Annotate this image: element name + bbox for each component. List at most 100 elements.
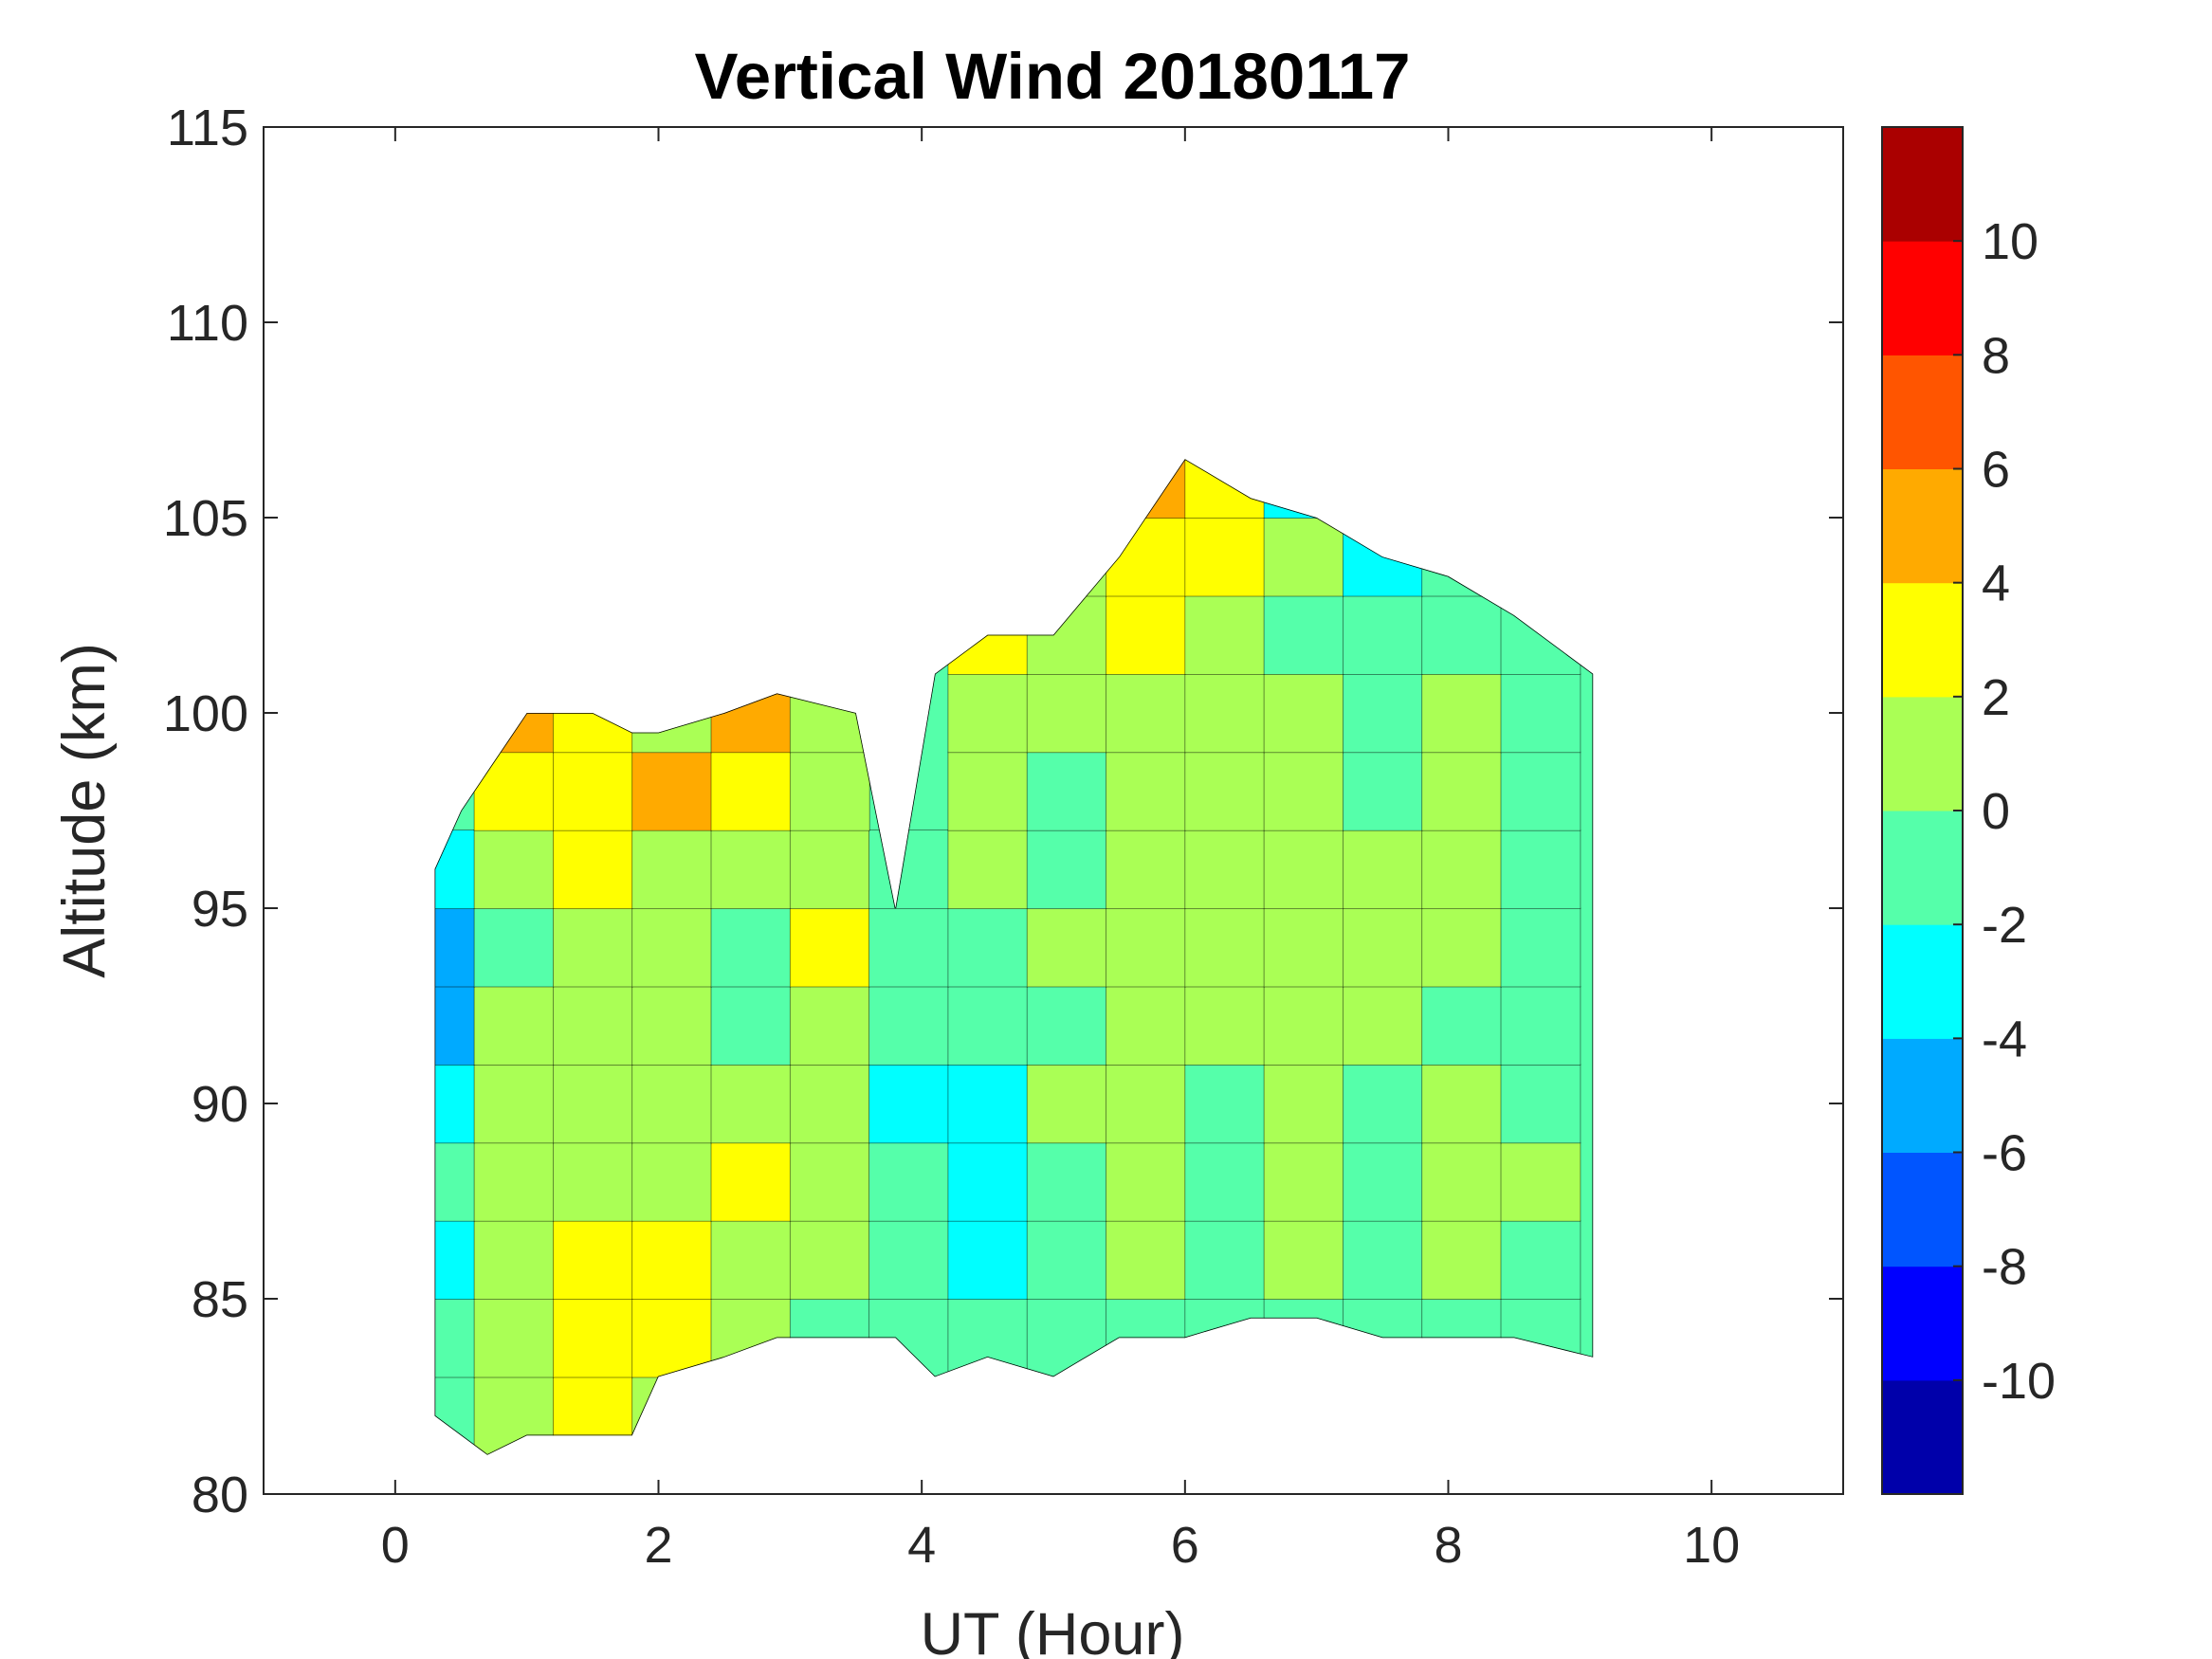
wind-cell	[553, 1141, 633, 1222]
y-tick-label: 110	[167, 295, 248, 352]
wind-cell	[1106, 986, 1186, 1066]
colorbar-tick-label: 6	[1982, 442, 2010, 499]
wind-cell	[1421, 1220, 1502, 1300]
wind-cell	[1263, 986, 1344, 1066]
wind-cell	[789, 1298, 870, 1378]
wind-cell	[1421, 907, 1502, 988]
wind-cell	[789, 1220, 870, 1300]
wind-cell	[1184, 1064, 1266, 1144]
wind-cell	[1421, 595, 1502, 675]
y-tick-label: 95	[192, 881, 248, 938]
wind-cell	[710, 751, 792, 831]
y-axis-label: Altitude (km)	[51, 643, 118, 978]
wind-cell	[1421, 1064, 1502, 1144]
wind-cell	[1343, 907, 1423, 988]
wind-cell	[868, 1298, 949, 1378]
wind-cell	[553, 907, 633, 988]
coverage-outline	[434, 459, 1594, 1455]
wind-cell	[1184, 673, 1266, 754]
wind-cell	[789, 986, 870, 1066]
wind-cell	[710, 1064, 792, 1144]
wind-cell	[1500, 907, 1581, 988]
wind-cell	[473, 751, 555, 831]
wind-cell	[631, 986, 713, 1066]
wind-cell	[710, 1298, 792, 1378]
wind-cell	[710, 673, 792, 754]
wind-cell	[868, 1141, 949, 1222]
wind-cell	[1184, 907, 1266, 988]
wind-cell	[631, 1220, 713, 1300]
wind-cell	[789, 1064, 870, 1144]
wind-cell	[1106, 907, 1186, 988]
wind-cell	[553, 1064, 633, 1144]
wind-cell	[1106, 1220, 1186, 1300]
wind-cell	[1106, 751, 1186, 831]
wind-cell	[1184, 986, 1266, 1066]
wind-cell	[1500, 1220, 1581, 1300]
wind-cell	[1343, 830, 1423, 909]
wind-cell	[553, 1220, 633, 1300]
wind-cell	[1026, 1220, 1107, 1300]
wind-cell	[1421, 830, 1502, 909]
wind-cell	[1263, 1064, 1344, 1144]
wind-cell	[1343, 751, 1423, 831]
colorbar-band	[1882, 811, 1963, 925]
wind-cell	[789, 751, 870, 831]
colorbar-band	[1882, 696, 1963, 811]
wind-cell	[868, 1064, 949, 1144]
wind-cell	[868, 830, 949, 909]
wind-cell	[1263, 673, 1344, 754]
wind-cell	[1106, 830, 1186, 909]
wind-cell	[1106, 595, 1186, 675]
wind-cell	[1184, 1298, 1266, 1378]
plot-area: 0 2 4 6 8 10 80 85 90 95 100 105 110 115	[163, 100, 1844, 1574]
wind-cell	[868, 986, 949, 1066]
wind-cell	[947, 907, 1029, 988]
y-tick-label: 80	[192, 1467, 248, 1523]
colorbar-tick-label: 10	[1982, 213, 2038, 270]
colorbar-band	[1882, 1038, 1963, 1153]
wind-cell	[1500, 830, 1581, 909]
wind-cell	[789, 907, 870, 988]
wind-cell	[473, 907, 555, 988]
wind-cell	[1184, 517, 1266, 597]
wind-cell	[553, 986, 633, 1066]
colorbar-bands	[1882, 127, 1963, 1495]
wind-cell	[1026, 1141, 1107, 1222]
colorbar-tick-label: -2	[1982, 897, 2027, 954]
wind-cell	[1026, 986, 1107, 1066]
wind-cell	[631, 907, 713, 988]
x-tick-label: 0	[381, 1517, 410, 1574]
wind-cell	[553, 751, 633, 831]
wind-cell	[1500, 1141, 1581, 1222]
wind-cell	[1343, 595, 1423, 675]
wind-cell	[710, 1141, 792, 1222]
wind-cell	[631, 1064, 713, 1144]
x-tick-label: 6	[1171, 1517, 1199, 1574]
y-axis: 80 85 90 95 100 105 110 115	[163, 100, 1843, 1523]
wind-cell	[1421, 751, 1502, 831]
wind-cell	[868, 907, 949, 988]
wind-cell	[1184, 830, 1266, 909]
wind-cell	[947, 1141, 1029, 1222]
wind-cell	[1026, 907, 1107, 988]
x-tick-label: 2	[644, 1517, 672, 1574]
wind-cell	[1263, 459, 1344, 520]
wind-cell	[1184, 595, 1266, 675]
wind-cell	[947, 986, 1029, 1066]
colorbar-band	[1882, 468, 1963, 584]
colorbar-tick-label: -4	[1982, 1011, 2027, 1067]
wind-cell	[710, 1376, 792, 1455]
wind-cell	[1500, 986, 1581, 1066]
wind-cell	[631, 673, 713, 754]
y-tick-label: 90	[192, 1076, 248, 1133]
wind-cell	[1343, 1220, 1423, 1300]
wind-cell	[947, 1220, 1029, 1300]
wind-cell	[473, 1064, 555, 1144]
wind-cell	[1343, 986, 1423, 1066]
wind-cell	[1026, 751, 1107, 831]
x-tick-label: 4	[907, 1517, 936, 1574]
wind-cell	[1263, 517, 1344, 597]
wind-cell	[631, 751, 713, 831]
